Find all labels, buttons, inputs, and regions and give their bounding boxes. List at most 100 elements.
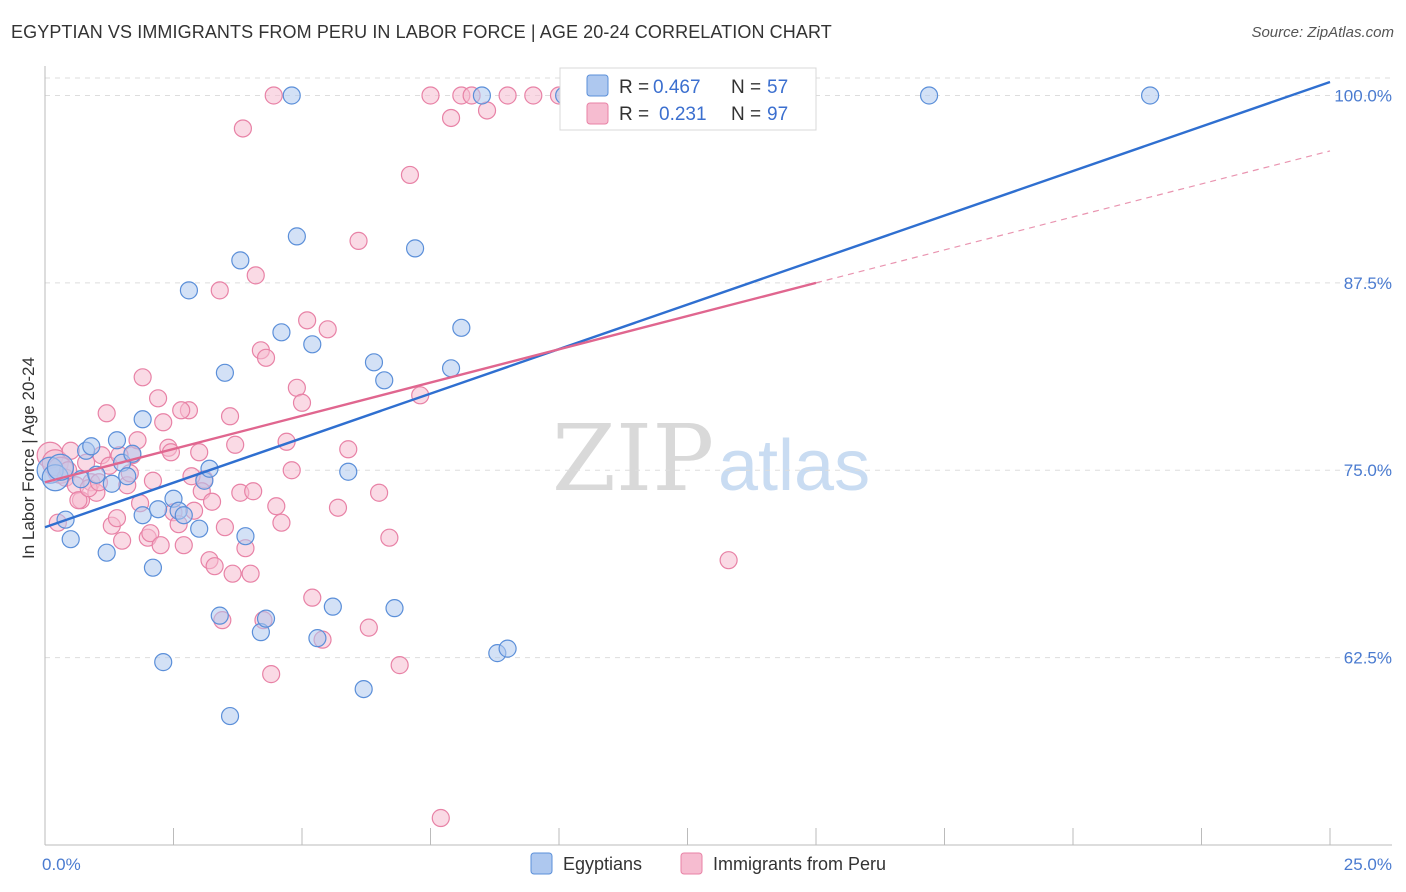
- peru-point-49: [292, 393, 312, 412]
- peru-point-45: [272, 513, 291, 532]
- peru-point-40: [246, 266, 265, 285]
- tick-labels: 100.0% 87.5% 75.0% 62.5% 0.0% 25.0%: [42, 86, 1392, 874]
- egyptian-point-23: [190, 519, 209, 538]
- egyptian-point-16: [143, 558, 163, 577]
- egyptian-point-18: [154, 653, 173, 672]
- peru-point-53: [318, 320, 337, 339]
- peru-point-35: [220, 407, 240, 426]
- legend-r-value-peru: 0.231: [659, 104, 707, 125]
- egyptians-legend-swatch: [586, 74, 609, 97]
- peru-point-90: [202, 492, 222, 511]
- egyptian-point-9: [102, 474, 121, 493]
- peru-point-87: [172, 401, 191, 420]
- peru-point-14: [112, 531, 132, 550]
- egyptian-point-17: [148, 500, 168, 519]
- peru-point-26: [174, 536, 193, 555]
- trendline-0: [44, 80, 1331, 529]
- watermark-zip: ZIP: [552, 405, 714, 512]
- peru-point-61: [400, 165, 420, 185]
- legend-r-label-2: R =: [619, 104, 649, 125]
- peru-point-33: [210, 281, 229, 300]
- y-axis-title: In Labor Force | Age 20-24: [19, 357, 38, 559]
- egyptian-point-45: [441, 359, 461, 378]
- peru-point-50: [298, 311, 317, 330]
- peru-point-65: [441, 108, 461, 128]
- peru-point-18: [133, 368, 152, 387]
- egyptian-point-29: [231, 251, 250, 270]
- peru-point-56: [349, 231, 368, 250]
- legend-n-value-peru: 97: [767, 104, 788, 125]
- egyptian-point-36: [303, 335, 322, 354]
- peru-point-36: [226, 435, 245, 454]
- peru-point-21: [148, 389, 168, 408]
- egyptian-point-37: [308, 629, 327, 648]
- legend-item-peru: Immigrants from Peru: [713, 854, 886, 874]
- peru-point-47: [282, 461, 301, 480]
- egyptian-point-25: [200, 459, 219, 478]
- egyptian-point-33: [272, 323, 291, 342]
- peru-legend-swatch: [586, 102, 609, 125]
- y-tick-label-0: 100.0%: [1334, 86, 1392, 105]
- peru-point-22: [154, 413, 173, 432]
- trendline-1: [44, 281, 817, 484]
- peru-point-94: [244, 482, 263, 501]
- peru-point-55: [339, 440, 358, 459]
- legend-r-value-egyptians: 0.467: [653, 77, 701, 98]
- egyptian-point-32: [256, 609, 276, 628]
- peru-point-64: [431, 808, 450, 828]
- peru-point-59: [380, 528, 399, 547]
- peru-point-39: [241, 564, 260, 583]
- egyptian-point-30: [236, 527, 255, 546]
- peru-point-29: [190, 443, 209, 462]
- peru-point-54: [328, 498, 348, 517]
- egyptian-point-56: [46, 453, 75, 481]
- x-tick-label-0: 0.0%: [42, 855, 81, 874]
- peru-point-57: [359, 618, 378, 637]
- peru-bottom-swatch: [680, 852, 703, 875]
- legend-n-value-egyptians: 57: [767, 77, 788, 98]
- peru-point-63: [421, 86, 440, 105]
- trendline-2: [815, 150, 1331, 284]
- peru-point-34: [215, 518, 234, 537]
- x-tick-label-1: 25.0%: [1344, 855, 1392, 874]
- egyptian-point-49: [498, 639, 517, 658]
- legend-item-egyptians: Egyptians: [563, 854, 642, 874]
- peru-point-13: [107, 509, 127, 528]
- egyptian-point-40: [354, 680, 373, 699]
- egyptian-point-41: [364, 353, 384, 372]
- y-tick-label-3: 62.5%: [1344, 649, 1392, 668]
- egyptian-point-46: [452, 318, 471, 337]
- egyptian-point-38: [323, 597, 342, 616]
- egyptian-point-8: [97, 543, 116, 562]
- egyptian-point-26: [210, 606, 229, 625]
- y-tick-label-1: 87.5%: [1344, 274, 1392, 293]
- trendlines: [44, 80, 1331, 529]
- peru-point-69: [498, 86, 517, 105]
- egyptian-point-22: [179, 281, 199, 300]
- egyptian-point-10: [107, 431, 127, 450]
- egyptian-point-3: [61, 530, 80, 549]
- peru-point-42: [256, 348, 276, 367]
- egyptian-point-54: [919, 86, 939, 105]
- egyptian-point-43: [385, 599, 404, 618]
- peru-point-44: [267, 497, 286, 516]
- peru-point-11: [97, 404, 116, 423]
- egyptian-point-44: [405, 239, 425, 258]
- egyptian-point-15: [133, 410, 152, 429]
- peru-point-43: [262, 665, 281, 684]
- peru-point-58: [370, 483, 389, 502]
- egyptian-point-55: [1140, 86, 1160, 105]
- peru-point-51: [303, 588, 322, 607]
- legend-n-label-2: N =: [731, 104, 761, 125]
- egyptian-point-6: [82, 437, 101, 456]
- legend-n-label-1: N =: [731, 77, 761, 98]
- peru-point-93: [233, 119, 252, 138]
- peru-point-85: [151, 536, 170, 555]
- source-credit: Source: ZipAtlas.com: [1251, 24, 1394, 41]
- egyptian-point-34: [282, 86, 301, 105]
- peru-point-77: [69, 491, 88, 510]
- peru-point-32: [205, 557, 224, 576]
- y-tick-label-2: 75.0%: [1344, 461, 1392, 480]
- correlation-legend: R = 0.467 N = 57 R = 0.231 N = 97: [559, 67, 817, 131]
